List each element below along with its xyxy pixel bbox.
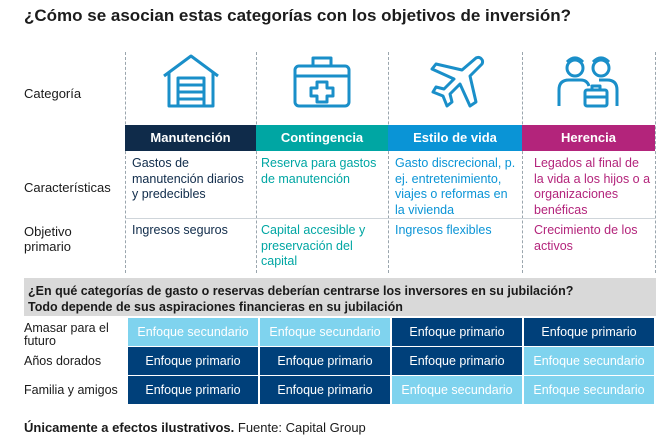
- footer-source: Fuente: Capital Group: [237, 420, 366, 435]
- focus-cell-primary: Enfoque primario: [260, 347, 390, 375]
- objective-herencia: Crecimiento de los activos: [534, 223, 638, 253]
- grid-row-label: Años dorados: [24, 354, 102, 368]
- characteristics-estilo-de-vida: Gasto discrecional, p. ej. entretenimien…: [395, 156, 516, 217]
- row-label-caracteristicas: Características: [24, 180, 111, 195]
- objective-contingencia: Capital accesible y preservación del cap…: [261, 223, 366, 268]
- grid-row-label: Familia y amigos: [24, 383, 118, 397]
- characteristics-herencia: Legados al final de la vida a los hijos …: [534, 156, 651, 217]
- question-banner: ¿En qué categorías de gasto o reservas d…: [24, 278, 656, 316]
- family-briefcase-icon: [557, 56, 619, 108]
- column-divider: [655, 52, 656, 273]
- objective-manutencion: Ingresos seguros: [132, 223, 228, 237]
- focus-cell-secondary: Enfoque secundario: [128, 318, 258, 346]
- row-label-categoria: Categoría: [24, 86, 82, 101]
- focus-cell-primary: Enfoque primario: [392, 347, 522, 375]
- column-divider: [256, 52, 257, 273]
- page-title: ¿Cómo se asocian estas categorías con lo…: [24, 6, 572, 25]
- column-header-contingencia: Contingencia: [256, 125, 388, 151]
- banner-question: ¿En qué categorías de gasto o reservas d…: [28, 284, 574, 298]
- footer-disclaimer: Únicamente a efectos ilustrativos.: [24, 420, 235, 435]
- focus-cell-secondary: Enfoque secundario: [392, 376, 522, 404]
- column-header-herencia: Herencia: [522, 125, 655, 151]
- focus-cell-primary: Enfoque primario: [524, 318, 654, 346]
- column-divider: [125, 52, 126, 273]
- focus-cell-secondary: Enfoque secundario: [260, 318, 390, 346]
- column-divider: [522, 52, 523, 273]
- garage-house-icon: [163, 54, 219, 108]
- objective-estilo-de-vida: Ingresos flexibles: [395, 223, 492, 237]
- banner-subtitle: Todo depende de sus aspiraciones financi…: [28, 300, 403, 314]
- first-aid-kit-icon: [293, 56, 351, 108]
- column-divider: [388, 52, 389, 273]
- grid-row-label: Amasar para el futuro: [24, 321, 109, 348]
- row-divider: [125, 218, 655, 219]
- focus-cell-primary: Enfoque primario: [128, 347, 258, 375]
- column-header-manutencion: Manutención: [125, 125, 256, 151]
- focus-cell-secondary: Enfoque secundario: [524, 347, 654, 375]
- focus-cell-primary: Enfoque primario: [128, 376, 258, 404]
- focus-cell-primary: Enfoque primario: [260, 376, 390, 404]
- footer-note: Únicamente a efectos ilustrativos. Fuent…: [24, 420, 366, 435]
- row-label-objetivo: Objetivo primario: [24, 224, 72, 254]
- characteristics-manutencion: Gastos de manutención diarios y predecib…: [132, 156, 244, 201]
- airplane-icon: [430, 56, 484, 108]
- characteristics-contingencia: Reserva para gastos de manutención: [261, 156, 377, 186]
- focus-cell-secondary: Enfoque secundario: [524, 376, 654, 404]
- column-header-estilo-de-vida: Estilo de vida: [388, 125, 522, 151]
- focus-cell-primary: Enfoque primario: [392, 318, 522, 346]
